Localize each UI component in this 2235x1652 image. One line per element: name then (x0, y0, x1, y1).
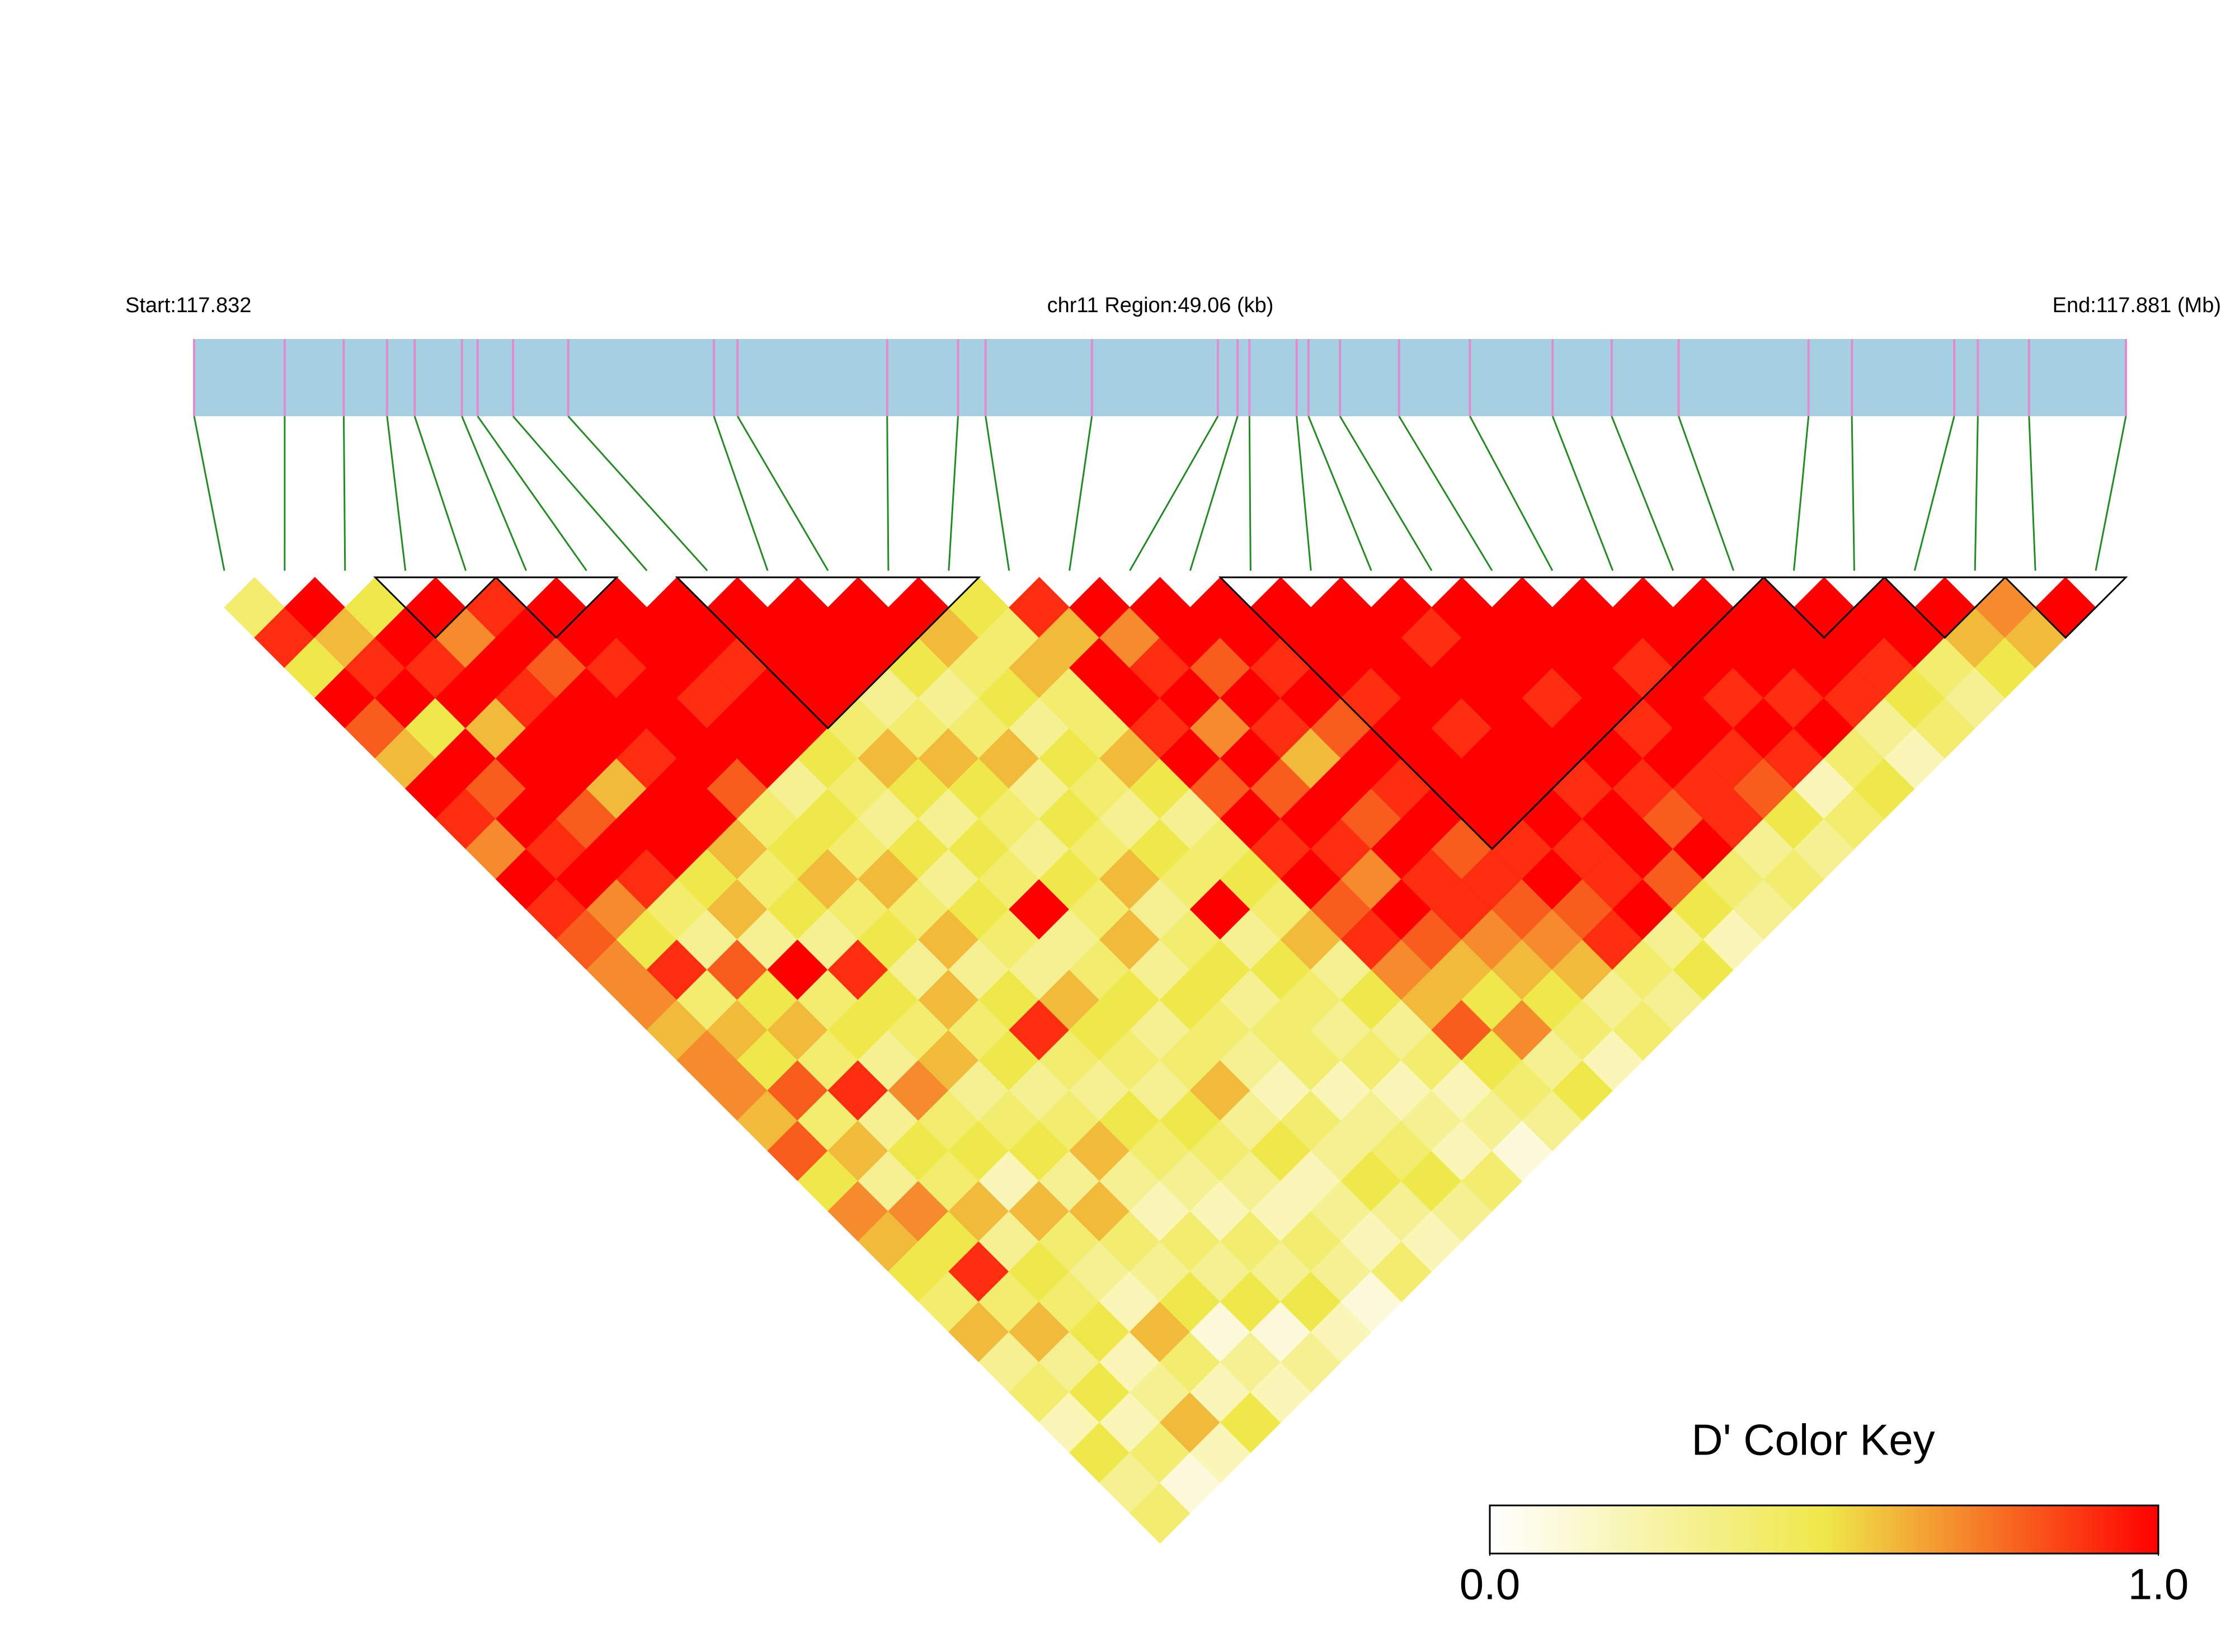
snp-link (1851, 416, 1855, 571)
snp-link (342, 416, 346, 571)
snp-link (386, 416, 407, 571)
key-tick-label: 1.0 (2128, 1560, 2189, 1609)
ld-block (2003, 576, 2128, 639)
snp-link (1307, 416, 1372, 571)
snp-link (1296, 416, 1312, 571)
color-key (1489, 1504, 2159, 1555)
key-title: D' Color Key (1691, 1415, 1935, 1465)
snp-link (1469, 416, 1554, 571)
snp-link (1339, 416, 1433, 571)
snp-link (567, 415, 708, 572)
snp-link (736, 416, 829, 571)
snp-link (985, 416, 1010, 571)
snp-link (477, 416, 587, 571)
snp-link (2095, 416, 2127, 571)
ld-block (493, 576, 619, 639)
snp-link (1611, 416, 1674, 571)
snp-link (1793, 416, 1810, 571)
snp-link (1678, 416, 1735, 571)
snp-link (1189, 416, 1239, 571)
key-tick-label: 0.0 (1460, 1560, 1520, 1609)
end-label: End:117.881 (Mb) (2053, 294, 2221, 317)
region-bar (194, 339, 2126, 416)
snp-link (1974, 416, 1979, 571)
ld-block (373, 576, 498, 639)
snp-link (461, 416, 527, 571)
snp-link (1248, 416, 1251, 571)
snp-link (512, 416, 648, 571)
ld-block (1761, 576, 1886, 639)
snp-link (2028, 416, 2036, 571)
snp-link (413, 416, 467, 571)
snp-link (1913, 416, 1955, 571)
ld-block (1882, 576, 2007, 639)
snp-link (1069, 416, 1093, 571)
start-label: Start:117.832 (125, 294, 251, 317)
snp-link (1551, 416, 1614, 571)
snp-link (886, 416, 890, 571)
ld-block (675, 576, 981, 729)
snp-link (1129, 416, 1219, 571)
snp-link (1398, 416, 1493, 571)
snp-link (193, 416, 225, 571)
snp-link (713, 416, 769, 571)
region-label: chr11 Region:49.06 (kb) (1047, 294, 1274, 317)
ld-block (1218, 576, 1766, 850)
snp-link (948, 416, 959, 571)
